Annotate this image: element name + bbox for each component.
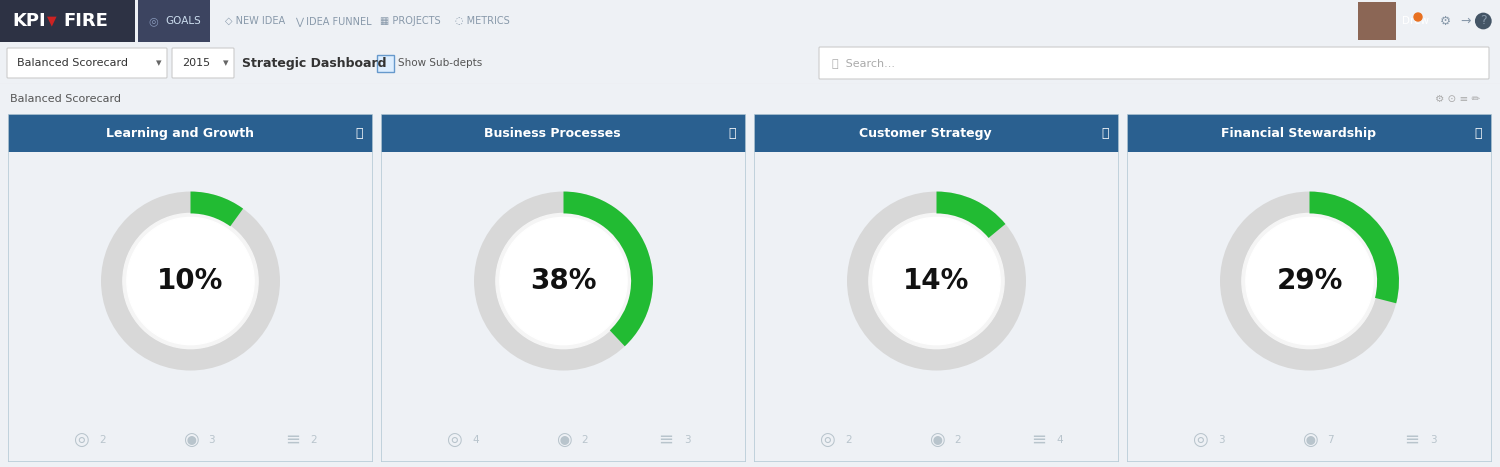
FancyBboxPatch shape bbox=[0, 0, 135, 42]
Circle shape bbox=[128, 218, 254, 345]
Text: 3: 3 bbox=[1430, 435, 1437, 445]
Wedge shape bbox=[564, 191, 652, 346]
Text: KPI: KPI bbox=[12, 12, 45, 30]
Text: 3: 3 bbox=[684, 435, 690, 445]
Text: ▾: ▾ bbox=[224, 58, 228, 68]
Circle shape bbox=[496, 213, 632, 349]
Text: 4: 4 bbox=[472, 435, 478, 445]
Text: 3: 3 bbox=[1218, 435, 1224, 445]
Text: 2: 2 bbox=[582, 435, 588, 445]
Text: Financial Stewardship: Financial Stewardship bbox=[1221, 127, 1376, 140]
FancyBboxPatch shape bbox=[8, 48, 166, 78]
Circle shape bbox=[873, 218, 1000, 345]
Text: 2: 2 bbox=[310, 435, 318, 445]
FancyBboxPatch shape bbox=[1358, 2, 1396, 40]
Circle shape bbox=[1414, 13, 1422, 21]
Text: FIRE: FIRE bbox=[63, 12, 108, 30]
FancyBboxPatch shape bbox=[754, 114, 1119, 152]
Text: ▾: ▾ bbox=[156, 58, 162, 68]
Text: Balanced Scorecard: Balanced Scorecard bbox=[10, 94, 122, 104]
FancyBboxPatch shape bbox=[819, 47, 1490, 79]
Text: ≡: ≡ bbox=[1030, 431, 1047, 449]
Text: ◉: ◉ bbox=[183, 431, 198, 449]
Circle shape bbox=[123, 213, 258, 349]
Text: ◎: ◎ bbox=[74, 431, 88, 449]
Text: ◎: ◎ bbox=[446, 431, 462, 449]
Text: ◉: ◉ bbox=[555, 431, 572, 449]
Text: ⧉: ⧉ bbox=[1474, 127, 1482, 140]
Text: 29%: 29% bbox=[1276, 267, 1342, 295]
Text: ◎: ◎ bbox=[819, 431, 836, 449]
Text: 3: 3 bbox=[209, 435, 214, 445]
Wedge shape bbox=[474, 191, 652, 370]
Text: ⧉: ⧉ bbox=[1101, 127, 1108, 140]
Text: ▼: ▼ bbox=[46, 14, 57, 28]
Text: ≡: ≡ bbox=[1404, 431, 1419, 449]
Wedge shape bbox=[1310, 191, 1400, 303]
Text: 🔍  Search...: 🔍 Search... bbox=[833, 58, 896, 68]
Circle shape bbox=[1246, 218, 1372, 345]
Wedge shape bbox=[1220, 191, 1400, 370]
Text: →: → bbox=[1460, 14, 1470, 28]
Text: 2015: 2015 bbox=[182, 58, 210, 68]
Text: ≡: ≡ bbox=[285, 431, 300, 449]
Text: ◎: ◎ bbox=[1192, 431, 1208, 449]
Text: ▦ PROJECTS: ▦ PROJECTS bbox=[380, 16, 441, 26]
Wedge shape bbox=[936, 191, 1005, 238]
Text: 2: 2 bbox=[954, 435, 962, 445]
Text: Business Processes: Business Processes bbox=[484, 127, 621, 140]
FancyBboxPatch shape bbox=[8, 114, 374, 152]
Text: ◉: ◉ bbox=[1302, 431, 1317, 449]
Text: 4: 4 bbox=[1056, 435, 1064, 445]
FancyBboxPatch shape bbox=[138, 0, 210, 42]
Text: ◌ METRICS: ◌ METRICS bbox=[454, 16, 510, 26]
FancyBboxPatch shape bbox=[172, 48, 234, 78]
Text: ?: ? bbox=[1480, 14, 1486, 28]
Text: ⧉: ⧉ bbox=[729, 127, 735, 140]
FancyBboxPatch shape bbox=[381, 114, 746, 152]
Text: Learning and Growth: Learning and Growth bbox=[105, 127, 254, 140]
Text: Drew: Drew bbox=[1402, 16, 1429, 26]
Text: 7: 7 bbox=[1328, 435, 1334, 445]
Circle shape bbox=[500, 218, 627, 345]
Text: 2: 2 bbox=[99, 435, 105, 445]
Text: Strategic Dashboard: Strategic Dashboard bbox=[242, 57, 387, 70]
Circle shape bbox=[1242, 213, 1377, 349]
Wedge shape bbox=[100, 191, 280, 370]
Text: ⋁ IDEA FUNNEL: ⋁ IDEA FUNNEL bbox=[296, 16, 372, 26]
FancyBboxPatch shape bbox=[376, 55, 394, 72]
Text: ◎: ◎ bbox=[148, 16, 158, 26]
Text: ⧉: ⧉ bbox=[356, 127, 363, 140]
Circle shape bbox=[868, 213, 1004, 349]
Text: 38%: 38% bbox=[531, 267, 597, 295]
FancyBboxPatch shape bbox=[1126, 114, 1492, 152]
Text: ≡: ≡ bbox=[658, 431, 674, 449]
Wedge shape bbox=[190, 191, 243, 226]
Text: Customer Strategy: Customer Strategy bbox=[859, 127, 992, 140]
Wedge shape bbox=[847, 191, 1026, 370]
Text: ⚙: ⚙ bbox=[1440, 14, 1450, 28]
Text: ◉: ◉ bbox=[928, 431, 945, 449]
Text: ◇ NEW IDEA: ◇ NEW IDEA bbox=[225, 16, 285, 26]
Text: Show Sub-depts: Show Sub-depts bbox=[398, 58, 483, 68]
Text: ⚙ ⊙ ≡ ✏: ⚙ ⊙ ≡ ✏ bbox=[1434, 94, 1480, 104]
Text: GOALS: GOALS bbox=[165, 16, 201, 26]
Text: 10%: 10% bbox=[158, 267, 224, 295]
Text: 2: 2 bbox=[844, 435, 852, 445]
Text: 14%: 14% bbox=[903, 267, 969, 295]
Text: Balanced Scorecard: Balanced Scorecard bbox=[16, 58, 128, 68]
